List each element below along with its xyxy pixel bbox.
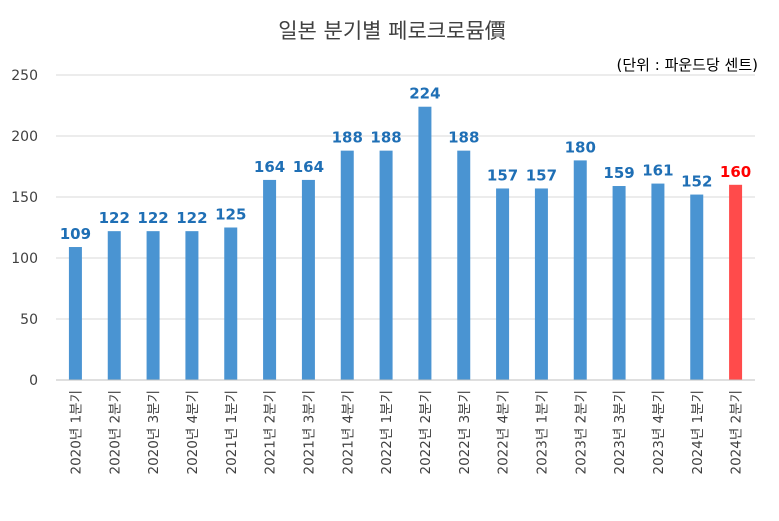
- x-tick-label: 2023년 4분기: [651, 390, 667, 475]
- data-label: 157: [526, 166, 557, 184]
- chart-title: 일본 분기별 페로크로뮴價: [278, 19, 506, 43]
- bar: [68, 247, 82, 380]
- bar: [612, 186, 626, 380]
- bar: [729, 184, 743, 380]
- x-tick-label: 2021년 2분기: [263, 390, 279, 475]
- data-label: 152: [681, 173, 712, 191]
- bar: [301, 179, 315, 380]
- bar: [496, 188, 510, 380]
- x-tick-label: 2022년 3분기: [457, 390, 473, 475]
- bar: [185, 231, 199, 380]
- data-label: 161: [642, 162, 673, 180]
- data-label: 160: [720, 163, 751, 181]
- data-label: 164: [293, 158, 324, 176]
- bar: [340, 150, 354, 380]
- unit-note: (단위 : 파운드당 센트): [617, 56, 758, 74]
- data-label: 157: [487, 166, 518, 184]
- data-label: 122: [99, 209, 130, 227]
- x-tick-label: 2024년 1분기: [690, 390, 706, 475]
- bar: [379, 150, 393, 380]
- bars: [68, 106, 743, 380]
- data-label: 122: [137, 209, 168, 227]
- x-tick-label: 2020년 3분기: [146, 390, 162, 475]
- x-tick-label: 2022년 1분기: [379, 390, 395, 475]
- x-tick-label: 2020년 1분기: [68, 390, 84, 475]
- data-label: 188: [370, 129, 401, 147]
- bar: [690, 194, 704, 380]
- x-tick-label: 2022년 2분기: [418, 390, 434, 475]
- y-tick-label: 250: [11, 68, 38, 84]
- y-tick-label: 100: [11, 251, 38, 267]
- x-tick-label: 2020년 2분기: [107, 390, 123, 475]
- data-label: 188: [448, 129, 479, 147]
- bar: [224, 227, 238, 380]
- x-tick-label: 2023년 1분기: [534, 390, 550, 475]
- bar: [573, 160, 587, 380]
- y-tick-label: 150: [11, 190, 38, 206]
- x-tick-label: 2021년 3분기: [301, 390, 317, 475]
- data-label: 188: [332, 129, 363, 147]
- bar: [457, 150, 471, 380]
- y-axis-ticks: 0 50 100 150 200 250: [11, 68, 38, 389]
- x-tick-label: 2020년 4분기: [185, 390, 201, 475]
- data-label: 122: [176, 209, 207, 227]
- bar: [146, 231, 160, 380]
- x-tick-label: 2024년 2분기: [729, 390, 745, 475]
- x-axis-ticks: 2020년 1분기 2020년 2분기 2020년 3분기 2020년 4분기 2021…: [68, 390, 744, 475]
- data-label: 109: [60, 225, 91, 243]
- data-label: 159: [603, 164, 634, 182]
- gridlines: [56, 74, 755, 320]
- data-label: 180: [565, 138, 596, 156]
- bar: [263, 179, 277, 380]
- x-tick-label: 2021년 4분기: [340, 390, 356, 475]
- x-tick-label: 2023년 3분기: [612, 390, 628, 475]
- x-tick-label: 2023년 2분기: [573, 390, 589, 475]
- x-tick-label: 2022년 4분기: [496, 390, 512, 475]
- x-tick-label: 2021년 1분기: [224, 390, 240, 475]
- bar: [418, 106, 432, 380]
- y-tick-label: 200: [11, 129, 38, 145]
- y-tick-label: 0: [29, 373, 38, 389]
- data-label: 125: [215, 206, 246, 224]
- y-tick-label: 50: [20, 312, 38, 328]
- data-label: 164: [254, 158, 285, 176]
- data-label: 224: [409, 85, 440, 103]
- bar: [534, 188, 548, 380]
- bar: [651, 183, 665, 380]
- bar: [107, 231, 121, 380]
- data-labels: 109 122 122 122 125 164 164 188 188 224 188 157 157 1…: [60, 85, 751, 243]
